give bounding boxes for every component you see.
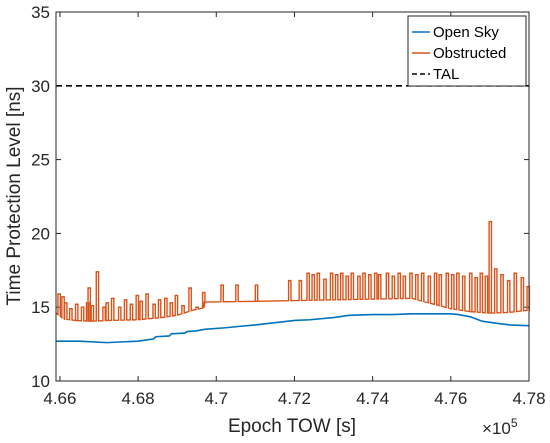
plot-frame <box>55 11 530 382</box>
x-tick-label: 4.7 <box>204 389 228 408</box>
legend-label-obstructed: Obstructed <box>433 45 506 62</box>
legend-label-tal: TAL <box>433 66 459 83</box>
y-tick-label: 15 <box>31 298 50 317</box>
x-axis-ticks: 4.66 4.68 4.7 4.72 4.74 4.76 4.78 <box>43 12 546 408</box>
x-axis-multiplier: ×105 <box>482 416 518 438</box>
legend: Open Sky Obstructed TAL <box>407 15 527 87</box>
x-axis-multiplier-exponent: 5 <box>511 416 518 430</box>
series-line-obstructed <box>55 220 531 322</box>
x-tick-label: 4.74 <box>356 389 389 408</box>
legend-box <box>407 15 527 87</box>
x-tick-label: 4.66 <box>43 389 76 408</box>
x-axis-label: Epoch TOW [s] <box>228 416 356 437</box>
y-axis-label: Time Protection Level [ns] <box>4 87 25 306</box>
x-tick-label: 4.76 <box>434 389 467 408</box>
y-tick-label: 25 <box>31 151 50 170</box>
x-tick-label: 4.68 <box>122 389 155 408</box>
legend-label-open-sky: Open Sky <box>433 24 499 41</box>
y-tick-label: 35 <box>31 3 50 22</box>
series-line-open-sky <box>56 313 530 344</box>
x-tick-label: 4.78 <box>512 389 545 408</box>
x-tick-label: 4.72 <box>278 389 311 408</box>
x-axis-multiplier-base: ×10 <box>482 419 511 438</box>
y-tick-label: 10 <box>31 372 50 391</box>
y-tick-label: 30 <box>31 77 50 96</box>
y-tick-label: 20 <box>31 224 50 243</box>
